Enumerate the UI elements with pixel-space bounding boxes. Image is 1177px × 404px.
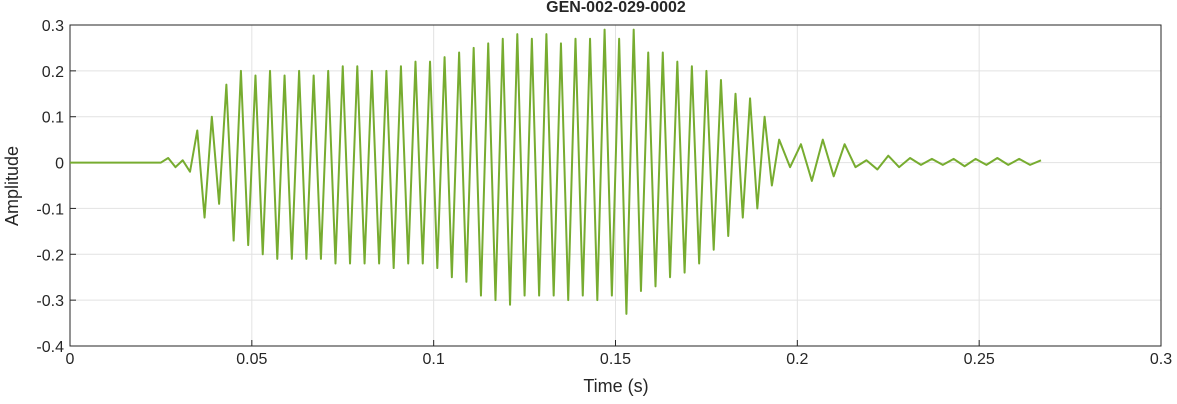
y-tick-label: -0.1 [36,201,64,218]
x-axis-label: Time (s) [583,376,648,396]
x-tick-label: 0 [66,351,75,368]
x-tick-label: 0.05 [236,351,267,368]
y-axis-label: Amplitude [2,146,22,226]
y-tick-label: -0.2 [36,247,64,264]
y-tick-label: -0.3 [36,293,64,310]
x-tick-label: 0.1 [423,351,445,368]
plot-frame [69,24,1162,347]
x-tick-label: 0.3 [1150,351,1172,368]
x-tick-label: 0.25 [964,351,995,368]
y-tick-label: -0.4 [36,339,64,356]
y-tick-label: 0.3 [42,18,64,35]
chart-title: GEN-002-029-0002 [546,0,686,16]
x-tick-label: 0.2 [786,351,808,368]
y-tick-label: 0.1 [42,110,64,127]
y-tick-label: 0 [55,156,64,173]
x-tick-label: 0.15 [600,351,631,368]
waveform-line [70,28,1042,315]
y-tick-label: 0.2 [42,64,64,81]
